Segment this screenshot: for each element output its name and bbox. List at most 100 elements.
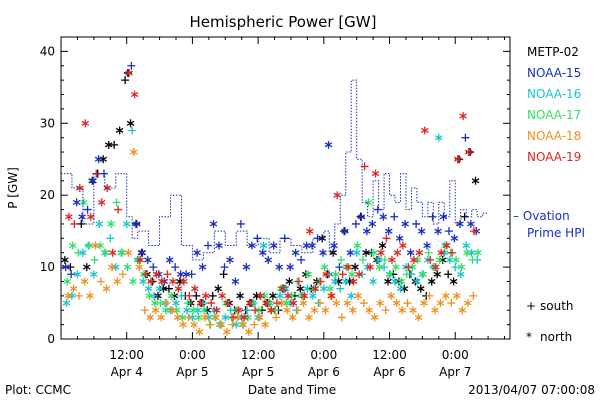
point-north	[449, 277, 458, 286]
point-north	[398, 306, 406, 315]
point-north	[457, 263, 466, 272]
point-north	[303, 284, 312, 293]
point-south	[380, 263, 389, 272]
point-north	[145, 291, 154, 300]
point-south	[272, 313, 281, 322]
point-north	[282, 299, 291, 308]
point-north	[463, 299, 472, 308]
y-tick-label: 30	[40, 116, 55, 130]
point-south	[163, 270, 172, 279]
point-north	[129, 148, 138, 157]
point-north	[411, 277, 420, 286]
plot-credit: Plot: CCMC	[5, 383, 71, 397]
point-north	[111, 263, 120, 272]
point-north	[299, 299, 308, 308]
point-north	[309, 291, 317, 300]
point-north	[416, 284, 425, 293]
point-south	[426, 255, 435, 264]
point-north	[167, 291, 176, 300]
y-axis: 0 10 20 30 40	[40, 44, 510, 346]
point-north	[198, 263, 207, 272]
point-south	[114, 205, 123, 214]
point-north	[345, 277, 354, 286]
point-south	[335, 263, 344, 272]
point-north	[453, 291, 461, 300]
point-north	[73, 270, 82, 279]
point-south	[100, 169, 109, 178]
point-north	[183, 306, 191, 315]
point-north	[406, 248, 415, 257]
point-south	[148, 277, 157, 286]
point-north	[417, 227, 426, 236]
point-north	[435, 255, 444, 264]
point-south	[171, 263, 180, 272]
point-south	[149, 263, 158, 272]
point-south	[382, 234, 391, 243]
point-north	[79, 198, 88, 207]
point-south	[121, 76, 130, 85]
point-south	[207, 299, 216, 308]
point-north	[72, 198, 81, 207]
point-north	[431, 306, 439, 315]
point-north	[64, 291, 72, 300]
point-north	[420, 126, 429, 135]
point-north	[169, 277, 177, 286]
point-north	[289, 299, 298, 308]
point-north	[349, 277, 358, 286]
point-north	[331, 270, 340, 279]
point-north	[138, 248, 147, 257]
point-south	[67, 270, 76, 279]
point-north	[256, 291, 265, 300]
point-north	[344, 263, 352, 272]
point-north	[325, 270, 334, 279]
point-north	[139, 277, 147, 286]
point-south	[403, 299, 412, 308]
point-south	[444, 227, 453, 236]
point-north	[200, 306, 208, 315]
point-north	[61, 263, 70, 272]
point-south	[358, 255, 367, 264]
point-north	[445, 255, 454, 264]
point-north	[342, 263, 351, 272]
point-north	[305, 313, 313, 322]
point-north	[370, 248, 378, 257]
point-north	[146, 313, 155, 322]
point-south	[338, 270, 347, 279]
x-tick-label-date: Apr 6	[373, 365, 405, 379]
point-north	[226, 255, 234, 264]
point-south	[177, 291, 186, 300]
point-south	[425, 291, 434, 300]
point-north	[435, 133, 443, 142]
legend-entry: NOAA-15	[527, 66, 581, 80]
point-south	[404, 263, 413, 272]
point-north	[244, 313, 252, 322]
point-south	[390, 212, 399, 221]
data-points	[61, 61, 489, 336]
point-north	[413, 255, 422, 264]
point-south	[74, 248, 83, 257]
point-north	[215, 241, 223, 250]
point-north	[239, 320, 248, 329]
point-north	[291, 248, 300, 257]
point-south	[402, 270, 411, 279]
point-south	[118, 270, 127, 279]
point-north	[471, 176, 480, 185]
point-south	[110, 140, 119, 149]
point-south	[294, 306, 303, 315]
point-south	[187, 270, 196, 279]
point-north	[108, 263, 116, 272]
point-north	[240, 313, 248, 322]
x-tick-label-date: Apr 7	[439, 365, 471, 379]
point-north	[413, 277, 421, 286]
point-north	[176, 270, 185, 279]
x-tick-label-date: Apr 5	[242, 365, 274, 379]
point-north	[319, 248, 327, 257]
chart-title: Hemispheric Power [GW]	[190, 13, 377, 31]
point-south	[455, 155, 464, 164]
point-north	[269, 291, 277, 300]
point-north	[151, 306, 160, 315]
point-north	[261, 320, 270, 329]
point-north	[260, 291, 269, 300]
point-north	[147, 277, 155, 286]
